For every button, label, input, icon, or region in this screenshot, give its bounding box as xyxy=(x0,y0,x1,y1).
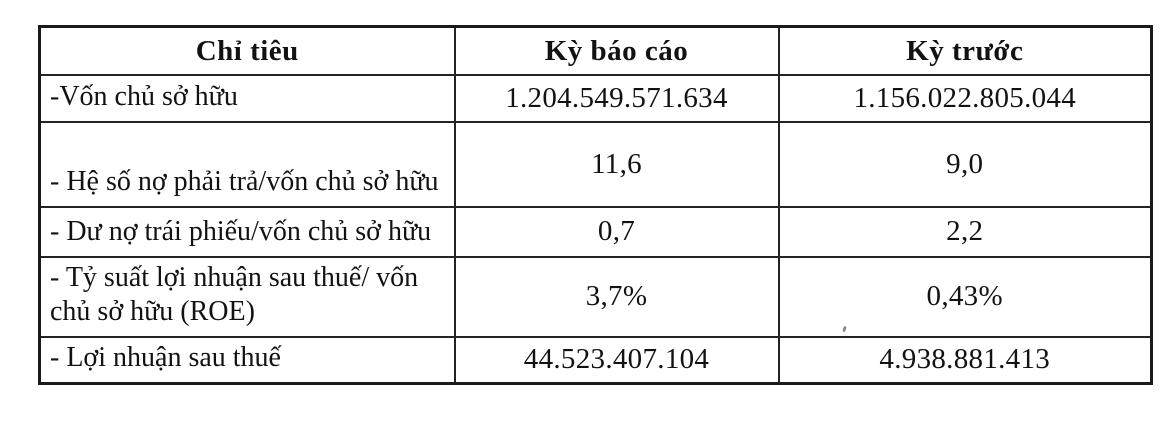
column-header-previous-period: Kỳ trước xyxy=(777,25,1153,76)
row-value-bond-to-equity-current: 0,7 xyxy=(453,205,780,258)
row-label-roe: - Tỷ suất lợi nhuận sau thuế/ vốn chủ sở… xyxy=(38,255,456,338)
row-value-roe-previous: 0,43% xyxy=(777,255,1153,338)
row-label-profit-after-tax: - Lợi nhuận sau thuế xyxy=(38,335,456,385)
row-value-bond-to-equity-previous: 2,2 xyxy=(777,205,1153,258)
row-value-profit-after-tax-current: 44.523.407.104 xyxy=(453,335,780,385)
row-label-equity: -Vốn chủ sở hữu xyxy=(38,73,456,123)
row-label-debt-to-equity: - Hệ số nợ phải trả/vốn chủ sở hữu xyxy=(38,120,456,208)
table-row: - Tỷ suất lợi nhuận sau thuế/ vốn chủ sở… xyxy=(38,255,1153,338)
row-value-equity-previous: 1.156.022.805.044 xyxy=(777,73,1153,123)
table-row: - Hệ số nợ phải trả/vốn chủ sở hữu 11,6 … xyxy=(38,120,1153,208)
row-value-profit-after-tax-previous: 4.938.881.413 xyxy=(777,335,1153,385)
table-row: - Lợi nhuận sau thuế 44.523.407.104 4.93… xyxy=(38,335,1153,385)
row-value-debt-to-equity-previous: 9,0 xyxy=(777,120,1153,208)
table-row: -Vốn chủ sở hữu 1.204.549.571.634 1.156.… xyxy=(38,73,1153,123)
financial-indicators-table: Chỉ tiêu Kỳ báo cáo Kỳ trước -Vốn chủ sở… xyxy=(38,25,1153,385)
column-header-indicator: Chỉ tiêu xyxy=(38,25,456,76)
row-value-roe-current: 3,7% xyxy=(453,255,780,338)
row-value-equity-current: 1.204.549.571.634 xyxy=(453,73,780,123)
table-row: - Dư nợ trái phiếu/vốn chủ sở hữu 0,7 2,… xyxy=(38,205,1153,258)
row-value-debt-to-equity-current: 11,6 xyxy=(453,120,780,208)
column-header-current-period: Kỳ báo cáo xyxy=(453,25,780,76)
row-label-bond-to-equity: - Dư nợ trái phiếu/vốn chủ sở hữu xyxy=(38,205,456,258)
table-header-row: Chỉ tiêu Kỳ báo cáo Kỳ trước xyxy=(38,25,1153,76)
